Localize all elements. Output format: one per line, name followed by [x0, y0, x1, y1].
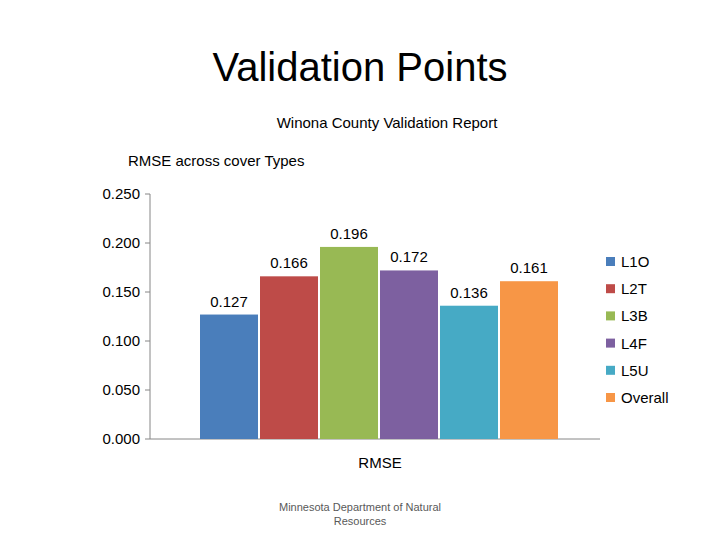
y-tick-label: 0.150: [102, 283, 140, 300]
data-label: 0.172: [390, 248, 428, 265]
legend-label: L1O: [621, 253, 649, 270]
data-label: 0.127: [210, 293, 248, 310]
y-tick-label: 0.000: [102, 430, 140, 447]
bar: [200, 315, 258, 439]
y-tick-label: 0.100: [102, 332, 140, 349]
legend: L1O L2T L3B L4F L5U Overall: [606, 253, 669, 406]
heading: Validation Points: [213, 45, 508, 89]
legend-label: L4F: [621, 335, 647, 352]
y-tick-label: 0.250: [102, 185, 140, 202]
y-axis: 0.000 0.050 0.100 0.150 0.200 0.250: [102, 185, 600, 447]
data-label: 0.166: [270, 254, 308, 271]
data-label: 0.196: [330, 225, 368, 242]
y-tick: [145, 390, 150, 391]
legend-swatch: [606, 339, 615, 348]
page: {"heading": "Validation Points", "footer…: [0, 0, 720, 540]
y-axis-line: [150, 194, 151, 439]
y-tick: [145, 243, 150, 244]
legend-swatch: [606, 393, 615, 402]
legend-label: L3B: [621, 307, 648, 324]
bar: [260, 276, 318, 439]
legend-swatch: [606, 311, 615, 320]
data-labels: 0.127 0.166 0.196 0.172 0.136 0.161: [210, 225, 548, 310]
legend-swatch: [606, 257, 615, 266]
y-tick: [145, 341, 150, 342]
y-tick-label: 0.050: [102, 381, 140, 398]
x-tick-label: RMSE: [358, 454, 401, 471]
legend-label: Overall: [621, 389, 669, 406]
bar: [380, 270, 438, 439]
bars: [200, 247, 558, 439]
y-tick-label: 0.200: [102, 234, 140, 251]
data-label: 0.136: [450, 284, 488, 301]
chart-svg: Validation Points Winona County Validatio…: [0, 0, 720, 540]
legend-swatch: [606, 284, 615, 293]
legend-swatch: [606, 366, 615, 375]
footer: Minnesota Department of Natural Resource…: [275, 500, 445, 528]
chart-subtitle: RMSE across cover Types: [128, 152, 304, 169]
legend-label: L2T: [621, 280, 647, 297]
y-tick: [145, 292, 150, 293]
y-tick: [145, 439, 150, 440]
legend-label: L5U: [621, 362, 649, 379]
bar: [500, 281, 558, 439]
chart-title: Winona County Validation Report: [277, 114, 499, 131]
bar: [440, 306, 498, 439]
data-label: 0.161: [510, 259, 548, 276]
chart-root: Validation Points Winona County Validatio…: [0, 0, 720, 540]
y-tick: [145, 194, 150, 195]
bar: [320, 247, 378, 439]
